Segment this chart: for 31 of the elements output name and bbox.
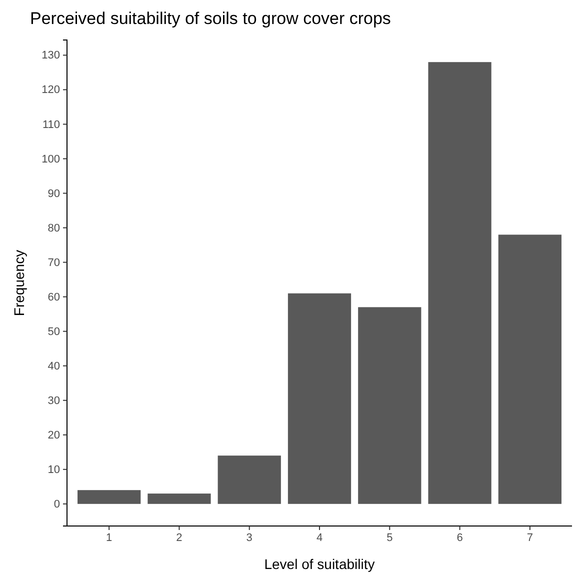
- x-tick-label: 5: [386, 532, 393, 544]
- x-axis-title: Level of suitability: [264, 556, 375, 572]
- y-tick-label: 80: [48, 222, 60, 234]
- bar: [288, 293, 352, 504]
- y-tick-label: 70: [48, 256, 60, 269]
- bar: [428, 62, 492, 504]
- y-tick-label: 0: [54, 498, 60, 510]
- y-tick-label: 50: [48, 326, 60, 338]
- y-tick-label: 60: [48, 291, 60, 304]
- x-tick-label: 3: [246, 532, 252, 544]
- bar: [148, 494, 211, 504]
- x-tick-label: 2: [176, 532, 182, 544]
- y-tick-label: 20: [48, 429, 60, 442]
- y-tick-label: 40: [48, 360, 60, 372]
- y-tick-label: 30: [48, 394, 60, 407]
- y-tick-label: 110: [42, 118, 60, 131]
- x-tick-label: 1: [106, 532, 112, 544]
- y-axis-title: Frequency: [11, 250, 27, 316]
- y-tick-label: 120: [42, 84, 60, 96]
- chart-title: Perceived suitability of soils to grow cover crops: [30, 9, 391, 28]
- bar: [78, 490, 141, 504]
- y-tick-label: 130: [42, 50, 60, 62]
- bar: [358, 307, 422, 504]
- bar: [498, 234, 562, 504]
- x-tick-label: 6: [456, 532, 463, 544]
- y-tick-label: 90: [48, 188, 60, 200]
- y-tick-label: 10: [48, 464, 60, 476]
- bar: [218, 456, 281, 504]
- y-tick-label: 100: [42, 153, 60, 166]
- x-tick-label: 7: [526, 532, 533, 544]
- x-tick-label: 4: [316, 532, 323, 544]
